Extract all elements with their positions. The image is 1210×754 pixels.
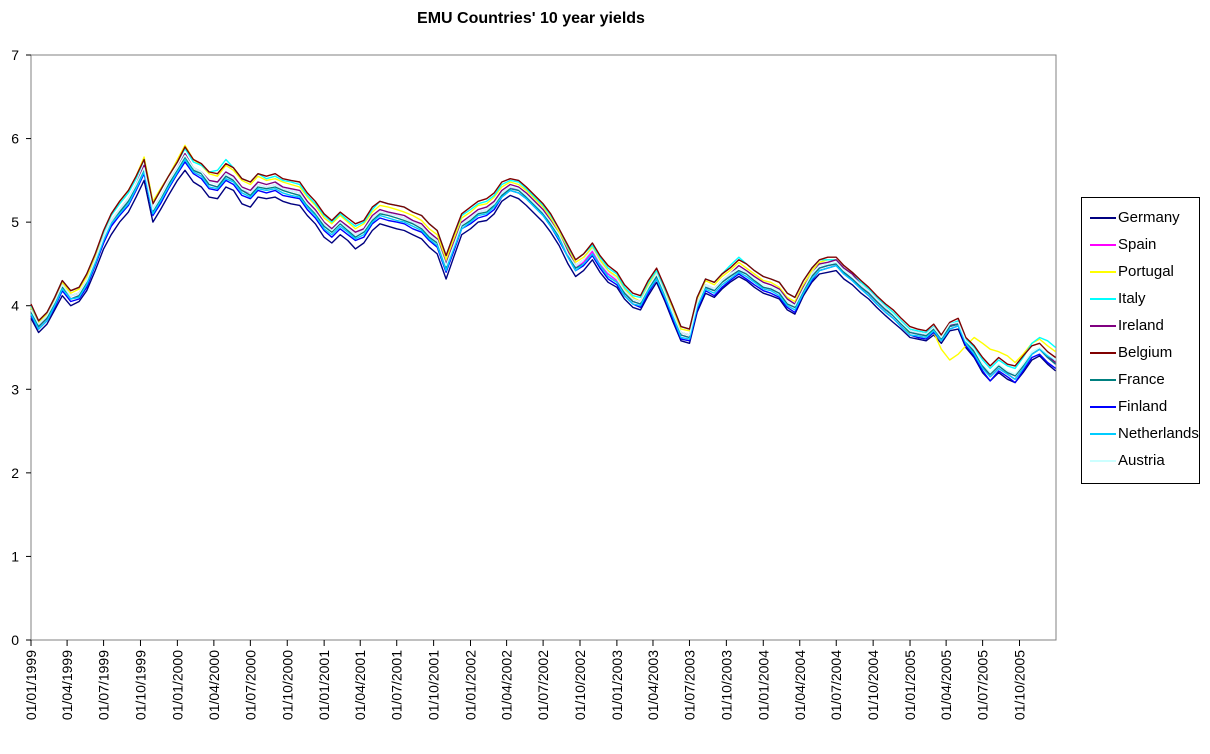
legend-swatch bbox=[1090, 379, 1116, 381]
series-line-belgium bbox=[30, 146, 1057, 367]
x-tick-label: 01/10/2000 bbox=[279, 650, 295, 720]
legend-swatch bbox=[1090, 433, 1116, 435]
x-tick-label: 01/01/2002 bbox=[463, 650, 479, 720]
x-tick-label: 01/07/2004 bbox=[828, 650, 844, 720]
series-line-italy bbox=[30, 147, 1057, 370]
chart-legend: Germany Spain Portugal Italy Ireland Belgium F… bbox=[1081, 197, 1200, 484]
x-tick-label: 01/04/2005 bbox=[938, 650, 954, 720]
x-tick-label: 01/07/2002 bbox=[535, 650, 551, 720]
legend-swatch bbox=[1090, 217, 1116, 219]
legend-swatch bbox=[1090, 325, 1116, 327]
legend-label: Finland bbox=[1118, 398, 1168, 415]
x-tick-label: 01/10/1999 bbox=[132, 650, 148, 720]
legend-item-austria: Austria bbox=[1082, 448, 1199, 474]
x-tick-label: 01/04/2004 bbox=[792, 650, 808, 720]
x-tick-label: 01/07/2000 bbox=[242, 650, 258, 720]
x-tick-label: 01/07/2001 bbox=[389, 650, 405, 720]
legend-swatch bbox=[1090, 244, 1116, 246]
x-tick-label: 01/01/2005 bbox=[902, 650, 918, 720]
x-tick-label: 01/10/2002 bbox=[572, 650, 588, 720]
legend-label: Netherlands bbox=[1118, 425, 1199, 442]
legend-item-germany: Germany bbox=[1082, 205, 1199, 231]
legend-item-france: France bbox=[1082, 367, 1199, 393]
x-tick-label: 01/10/2001 bbox=[426, 650, 442, 720]
x-tick-label: 01/07/2003 bbox=[681, 650, 697, 720]
series-line-germany bbox=[30, 169, 1057, 384]
legend-item-italy: Italy bbox=[1082, 286, 1199, 312]
x-tick-label: 01/01/2000 bbox=[169, 650, 185, 720]
legend-swatch bbox=[1090, 460, 1116, 462]
legend-swatch bbox=[1090, 406, 1116, 408]
series-line-france bbox=[30, 156, 1057, 377]
legend-item-portugal: Portugal bbox=[1082, 259, 1199, 285]
x-tick-label: 01/01/2004 bbox=[755, 650, 771, 720]
x-tick-label: 01/07/1999 bbox=[96, 650, 112, 720]
x-tick-label: 01/10/2004 bbox=[865, 650, 881, 720]
y-axis: 0 1 2 3 4 5 6 7 bbox=[11, 47, 31, 648]
plot-area bbox=[30, 54, 1057, 641]
x-tick-label: 01/04/2000 bbox=[206, 650, 222, 720]
series-line-netherlands bbox=[30, 158, 1056, 380]
y-tick-label: 5 bbox=[11, 214, 19, 230]
x-tick-label: 01/07/2005 bbox=[975, 650, 991, 720]
x-tick-label: 01/01/2003 bbox=[609, 650, 625, 720]
legend-swatch bbox=[1090, 271, 1116, 273]
legend-label: Belgium bbox=[1118, 344, 1173, 361]
legend-label: Spain bbox=[1118, 236, 1157, 253]
y-tick-label: 7 bbox=[11, 47, 19, 63]
y-tick-label: 2 bbox=[11, 465, 19, 481]
x-tick-label: 01/10/2005 bbox=[1012, 650, 1028, 720]
legend-item-ireland: Ireland bbox=[1082, 313, 1199, 339]
x-tick-label: 01/01/1999 bbox=[23, 650, 39, 720]
legend-label: France bbox=[1118, 371, 1165, 388]
legend-item-belgium: Belgium bbox=[1082, 340, 1199, 366]
legend-item-finland: Finland bbox=[1082, 394, 1199, 420]
x-axis: 01/01/1999 01/04/1999 01/07/1999 01/10/1999… bbox=[23, 640, 1028, 720]
x-tick-label: 01/04/2002 bbox=[499, 650, 515, 720]
legend-label: Portugal bbox=[1118, 263, 1174, 280]
legend-label: Italy bbox=[1118, 290, 1146, 307]
legend-label: Ireland bbox=[1118, 317, 1164, 334]
x-tick-label: 01/10/2003 bbox=[718, 650, 734, 720]
x-tick-label: 01/04/2001 bbox=[352, 650, 368, 720]
series-layer bbox=[30, 144, 1057, 384]
legend-swatch bbox=[1090, 352, 1116, 354]
legend-label: Germany bbox=[1118, 209, 1180, 226]
y-tick-label: 0 bbox=[11, 632, 19, 648]
x-tick-label: 01/01/2001 bbox=[316, 650, 332, 720]
legend-item-netherlands: Netherlands bbox=[1082, 421, 1199, 447]
y-tick-label: 6 bbox=[11, 131, 19, 147]
legend-label: Austria bbox=[1118, 452, 1165, 469]
x-tick-label: 01/04/2003 bbox=[645, 650, 661, 720]
y-tick-label: 4 bbox=[11, 298, 19, 314]
series-line-austria bbox=[30, 154, 1057, 375]
x-tick-label: 01/04/1999 bbox=[59, 650, 75, 720]
y-tick-label: 3 bbox=[11, 381, 19, 397]
legend-swatch bbox=[1090, 298, 1116, 300]
legend-item-spain: Spain bbox=[1082, 232, 1199, 258]
chart-title: EMU Countries' 10 year yields bbox=[417, 10, 645, 27]
y-tick-label: 1 bbox=[11, 548, 19, 564]
